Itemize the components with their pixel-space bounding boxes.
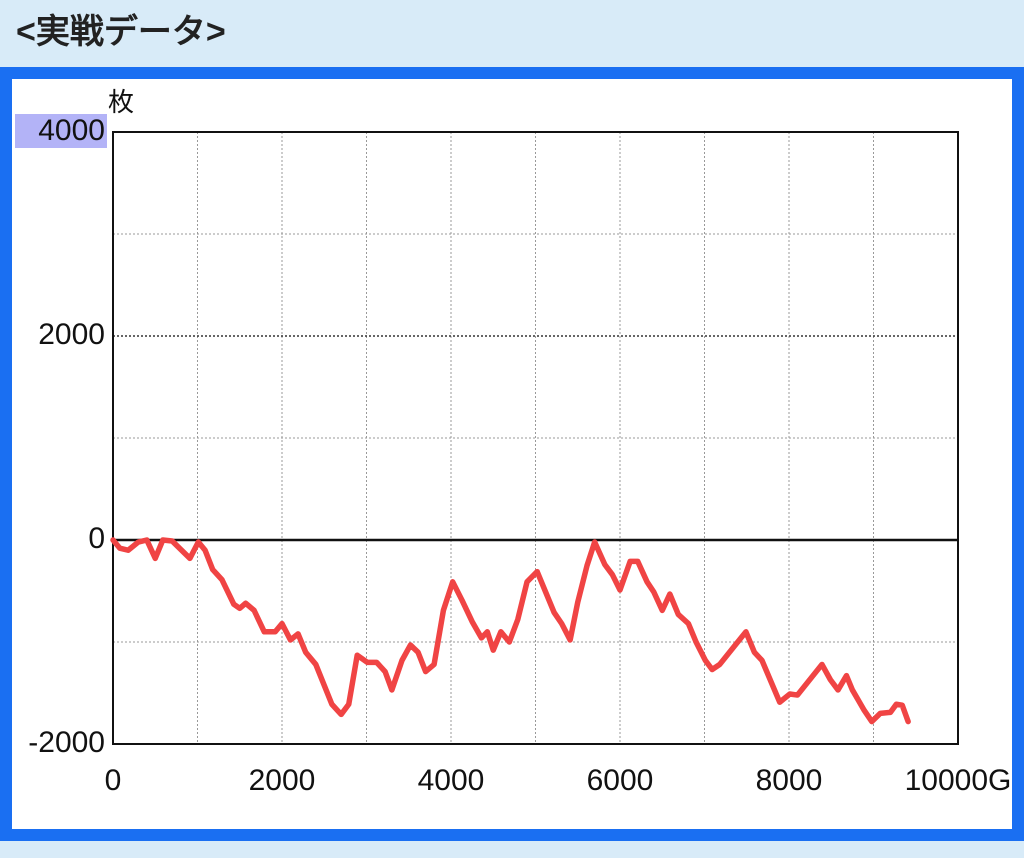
x-tick-label: 8000 (756, 764, 823, 797)
y-tick-label: -2000 (28, 726, 105, 759)
y-unit: 枚 (108, 87, 134, 117)
x-tick-label: 4000 (418, 764, 485, 797)
y-tick-label: 2000 (38, 318, 105, 351)
x-tick-label: 10000G (905, 764, 1012, 797)
header-title: <実戦データ> (16, 12, 226, 51)
y-tick-label: 0 (88, 522, 105, 555)
header-band (0, 0, 1024, 62)
plot-border (112, 131, 959, 745)
y-tick-label: 4000 (38, 114, 105, 147)
x-tick-label: 2000 (249, 764, 316, 797)
x-tick-label: 6000 (587, 764, 654, 797)
x-tick-label: 0 (105, 764, 122, 797)
selection-highlight (15, 114, 107, 148)
frame (0, 67, 1024, 841)
data-line (110, 537, 911, 725)
